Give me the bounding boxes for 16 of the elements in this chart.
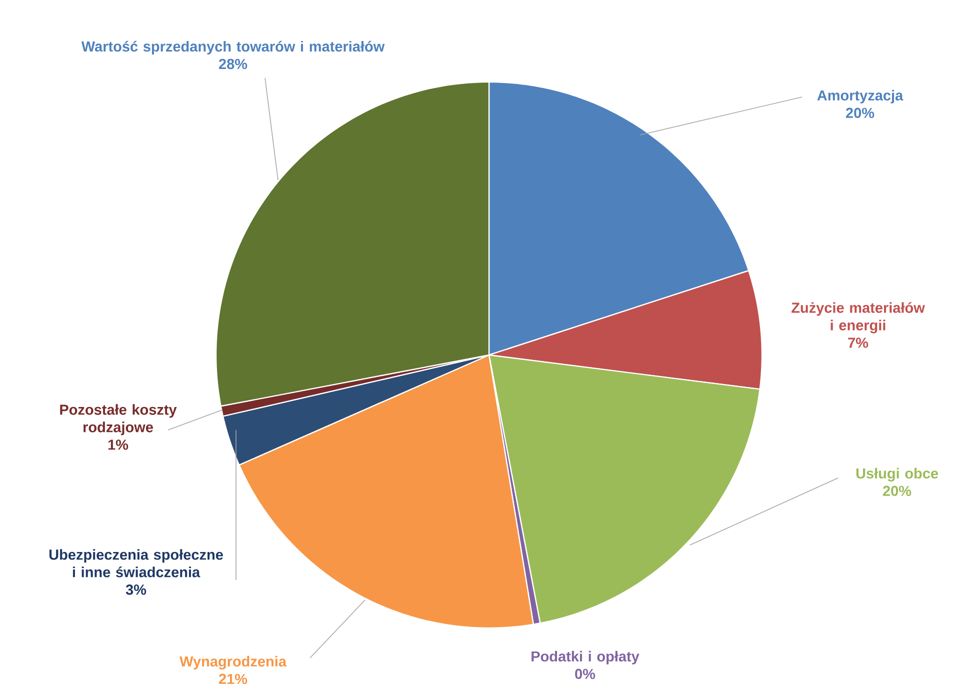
slice-label: Pozostałe koszty rodzajowe	[60, 404, 177, 436]
slice-label: Wynagrodzenia	[180, 656, 287, 670]
data-label: 1%	[108, 440, 128, 450]
slice-label: Wartość sprzedanych towarów i materiałów	[81, 40, 385, 54]
data-label: 3%	[126, 584, 146, 595]
slice-label: Usługi obce	[856, 468, 938, 482]
slice-label: Ubezpieczenia społeczne i inne świadczenia	[49, 549, 223, 578]
data-label: 7%	[848, 338, 868, 348]
data-label: 28%	[218, 58, 248, 70]
slice-label: Podatki i opłaty	[532, 650, 640, 664]
data-label: 20%	[846, 108, 874, 118]
slice-label: Zużycie materiałów i energii	[792, 302, 925, 334]
data-label: 0%	[575, 668, 596, 680]
data-label: 20%	[882, 486, 912, 496]
data-label: 21%	[219, 674, 248, 684]
slice-label: Amortyzacja	[817, 90, 904, 104]
